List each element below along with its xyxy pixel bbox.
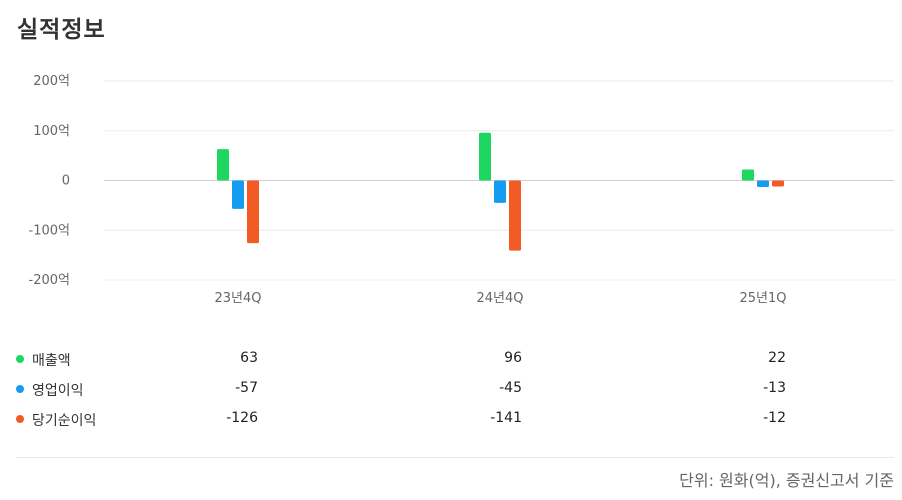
bar <box>742 169 754 181</box>
table-cell: -45 <box>499 380 522 396</box>
x-tick-label: 24년4Q <box>476 291 523 306</box>
legend-dot-operating-income <box>16 385 24 393</box>
y-tick-label: -100억 <box>29 223 70 238</box>
table-cell: 96 <box>504 350 522 366</box>
table-cell: 63 <box>240 350 258 366</box>
bar <box>757 180 769 187</box>
x-tick-label: 23년4Q <box>214 291 261 306</box>
row-label: 영업이익 <box>32 383 84 399</box>
x-tick-label: 25년1Q <box>739 291 786 306</box>
table-cell: -141 <box>490 410 522 426</box>
bar <box>232 180 244 209</box>
bar <box>772 180 784 187</box>
bar <box>217 149 229 181</box>
table-cell: -126 <box>226 410 258 426</box>
row-label: 당기순이익 <box>32 413 97 429</box>
unit-footnote: 단위: 원화(억), 증권신고서 기준 <box>679 471 894 490</box>
legend-dot-revenue <box>16 355 24 363</box>
bar <box>494 180 506 203</box>
table-cell: -13 <box>763 380 786 396</box>
y-tick-label: 100억 <box>33 124 70 139</box>
bar <box>479 132 491 181</box>
y-tick-label: 0 <box>62 174 70 189</box>
table-row: 매출액 63 96 22 <box>0 345 902 375</box>
legend-dot-net-income <box>16 415 24 423</box>
performance-bar-chart: 200억 100억 0 -100억 -200억 23년4Q 24년4Q 25년1Q <box>29 74 894 306</box>
footer-divider <box>16 457 894 458</box>
y-tick-label: -200억 <box>29 273 70 288</box>
table-row: 영업이익 -57 -45 -13 <box>0 375 902 405</box>
table-cell: -57 <box>235 380 258 396</box>
bar <box>247 180 259 244</box>
bar <box>509 180 521 251</box>
y-tick-label: 200억 <box>33 74 70 89</box>
table-row: 당기순이익 -126 -141 -12 <box>0 405 902 435</box>
row-label: 매출액 <box>32 353 71 369</box>
table-cell: -12 <box>763 410 786 426</box>
table-cell: 22 <box>768 350 786 366</box>
page-title: 실적정보 <box>17 17 106 43</box>
